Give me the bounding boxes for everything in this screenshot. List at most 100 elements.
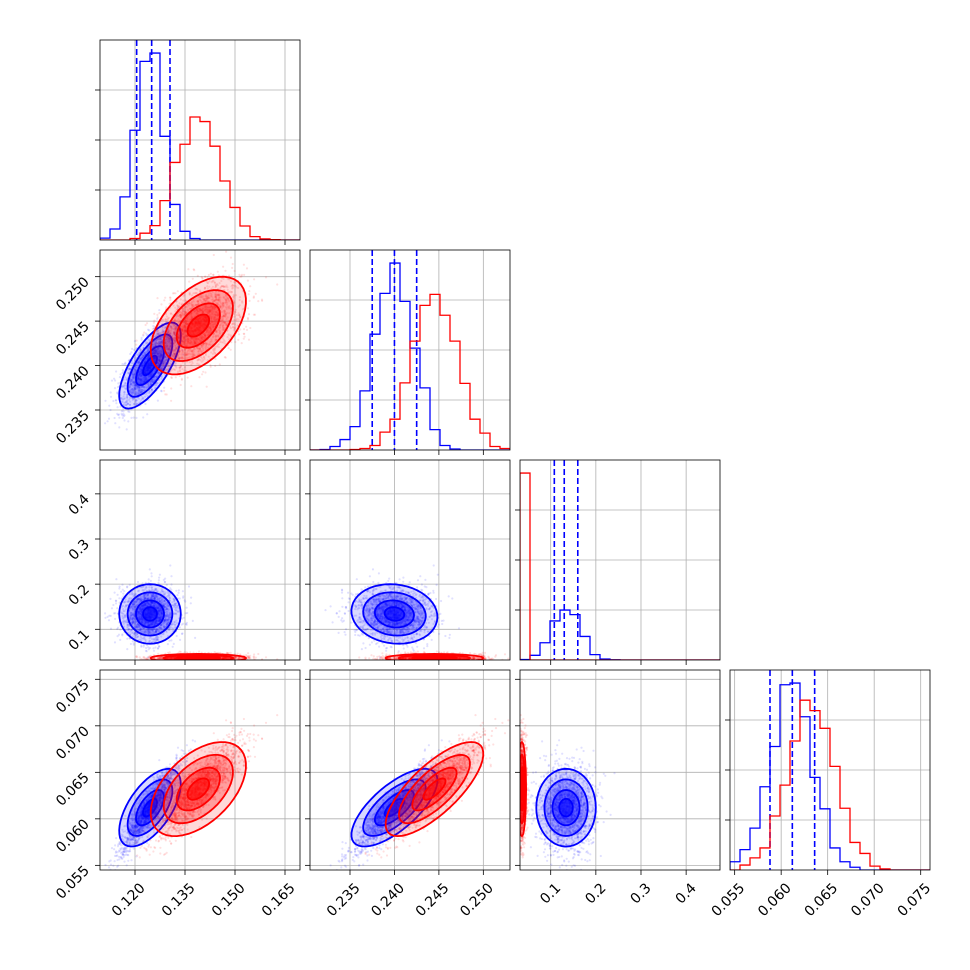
sample-point bbox=[129, 390, 132, 393]
sample-point bbox=[157, 356, 160, 359]
sample-point bbox=[140, 380, 143, 383]
sample-point bbox=[147, 348, 150, 351]
sample-point bbox=[243, 273, 246, 276]
sample-point bbox=[135, 391, 138, 394]
sample-point bbox=[165, 346, 168, 349]
sample-point bbox=[114, 399, 117, 402]
sample-point bbox=[245, 325, 248, 328]
sample-point bbox=[157, 340, 160, 344]
sample-point bbox=[138, 389, 141, 392]
sample-point bbox=[145, 334, 148, 337]
sample-point bbox=[157, 333, 160, 336]
sample-point bbox=[110, 607, 114, 610]
sample-point bbox=[147, 384, 150, 387]
sample-point bbox=[136, 354, 139, 357]
sample-point bbox=[190, 596, 193, 599]
sample-point bbox=[148, 568, 151, 571]
sample-point bbox=[140, 338, 143, 341]
sample-point bbox=[209, 365, 212, 368]
sample-point bbox=[125, 395, 128, 398]
sample-point bbox=[129, 381, 132, 384]
sample-point bbox=[123, 419, 126, 422]
sample-point bbox=[151, 327, 154, 330]
sample-point bbox=[131, 378, 134, 381]
sample-point bbox=[157, 359, 161, 362]
sample-point bbox=[140, 385, 143, 388]
sample-point bbox=[228, 274, 231, 277]
sample-point bbox=[196, 274, 199, 277]
sample-point bbox=[252, 295, 255, 298]
panel-0-0 bbox=[95, 39, 301, 245]
sample-point bbox=[140, 356, 143, 359]
sample-point bbox=[136, 385, 139, 388]
sample-point bbox=[168, 350, 171, 353]
sample-point bbox=[242, 263, 245, 266]
sample-point bbox=[134, 368, 137, 371]
sample-point bbox=[158, 309, 161, 312]
sample-point bbox=[139, 390, 142, 393]
sample-point bbox=[142, 344, 145, 347]
sample-point bbox=[160, 354, 163, 358]
sample-point bbox=[109, 597, 112, 601]
sample-point bbox=[155, 351, 158, 354]
sample-point bbox=[178, 374, 181, 378]
sample-point bbox=[155, 339, 158, 342]
sample-point bbox=[133, 340, 136, 343]
sample-point bbox=[115, 370, 118, 373]
sample-point bbox=[140, 357, 143, 360]
sample-point bbox=[130, 351, 133, 354]
sample-point bbox=[155, 333, 158, 336]
y-tick-label: 0.240 bbox=[53, 363, 93, 403]
sample-point bbox=[118, 416, 121, 419]
sample-point bbox=[135, 343, 138, 346]
sample-point bbox=[156, 375, 159, 378]
sample-point bbox=[165, 393, 168, 396]
sample-point bbox=[159, 340, 162, 344]
sample-point bbox=[187, 268, 190, 271]
sample-point bbox=[124, 376, 127, 379]
sample-point bbox=[157, 358, 160, 361]
sample-point bbox=[156, 381, 159, 384]
sample-point bbox=[130, 382, 133, 386]
sample-point bbox=[173, 340, 176, 343]
sample-point bbox=[163, 355, 166, 358]
sample-point bbox=[154, 341, 157, 344]
sample-point bbox=[247, 338, 251, 341]
sample-point bbox=[120, 590, 123, 593]
sample-point bbox=[137, 377, 141, 380]
sample-point bbox=[212, 273, 215, 276]
sample-point bbox=[139, 390, 142, 394]
sample-point bbox=[166, 338, 169, 341]
sample-point bbox=[160, 355, 163, 358]
sample-point bbox=[157, 363, 160, 367]
sample-point bbox=[113, 387, 117, 390]
sample-point bbox=[136, 376, 139, 379]
sample-point bbox=[153, 348, 156, 351]
sample-point bbox=[152, 647, 155, 650]
sample-point bbox=[218, 363, 221, 366]
sample-point bbox=[107, 417, 111, 420]
sample-point bbox=[158, 352, 161, 355]
sample-point bbox=[159, 354, 162, 357]
sample-point bbox=[150, 388, 154, 391]
sample-point bbox=[155, 375, 158, 378]
sample-point bbox=[117, 382, 120, 385]
sample-point bbox=[133, 386, 136, 389]
sample-point bbox=[116, 607, 119, 610]
sample-point bbox=[121, 369, 124, 372]
sample-point bbox=[168, 639, 171, 642]
sample-point bbox=[139, 374, 142, 377]
sample-point bbox=[154, 343, 157, 346]
sample-point bbox=[147, 338, 150, 341]
sample-point bbox=[173, 333, 176, 337]
sample-point bbox=[133, 386, 136, 389]
sample-point bbox=[160, 368, 163, 371]
sample-point bbox=[141, 355, 144, 358]
sample-point bbox=[126, 399, 129, 402]
sample-point bbox=[173, 349, 176, 352]
sample-point bbox=[121, 398, 125, 401]
sample-point bbox=[157, 360, 160, 363]
sample-point bbox=[148, 329, 151, 332]
sample-point bbox=[170, 639, 173, 642]
sample-point bbox=[135, 366, 138, 369]
